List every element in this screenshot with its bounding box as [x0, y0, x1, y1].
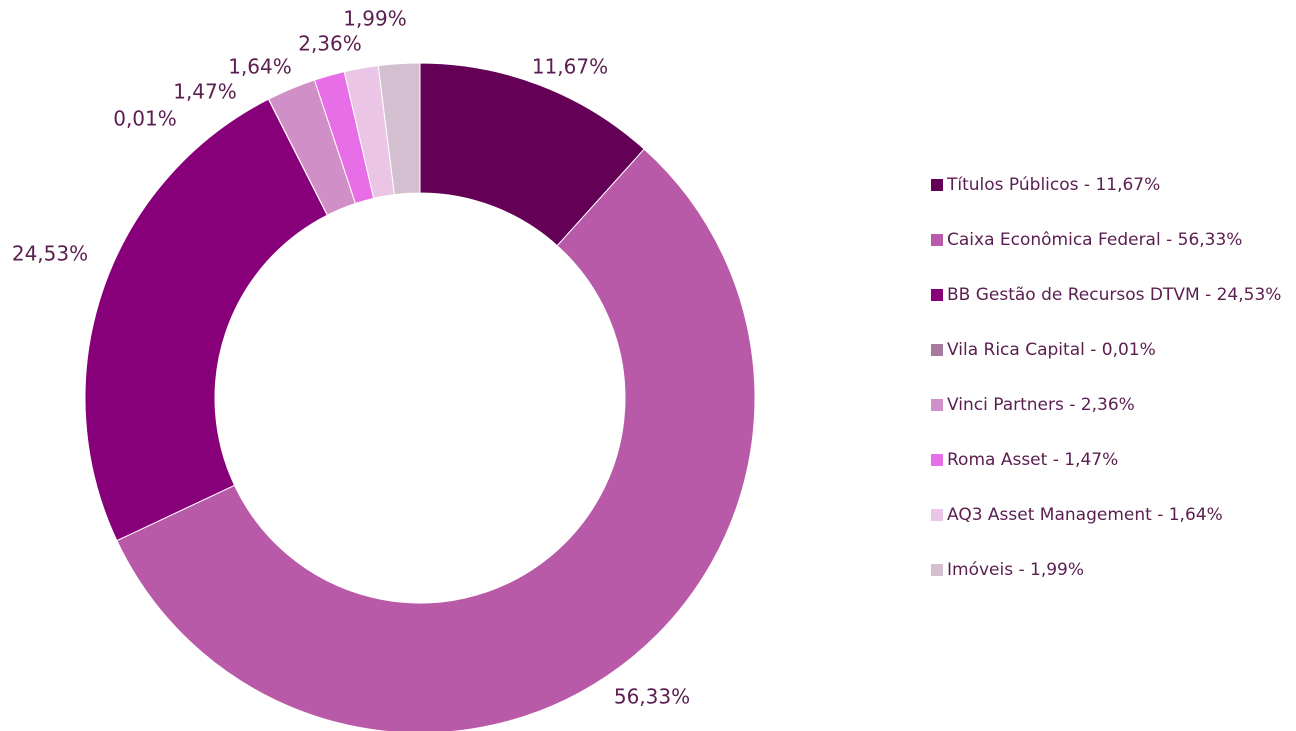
legend-swatch — [931, 179, 943, 191]
legend-label: Títulos Públicos - 11,67% — [946, 175, 1160, 195]
data-label: 1,64% — [228, 55, 292, 79]
legend-label: Imóveis - 1,99% — [947, 560, 1084, 580]
legend-label: Vila Rica Capital - 0,01% — [947, 340, 1156, 360]
legend-swatch — [931, 454, 943, 466]
data-label: 11,67% — [532, 55, 608, 79]
donut-slice — [377, 62, 421, 196]
legend-swatch — [931, 344, 943, 356]
legend-label: BB Gestão de Recursos DTVM - 24,53% — [947, 285, 1281, 305]
legend-label: AQ3 Asset Management - 1,64% — [947, 505, 1223, 525]
legend-label: Roma Asset - 1,47% — [947, 450, 1118, 470]
data-label: 0,01% — [113, 107, 177, 131]
donut-slice — [116, 148, 756, 731]
legend-swatch — [931, 564, 943, 576]
legend-swatch — [931, 289, 943, 301]
legend-label: Caixa Econômica Federal - 56,33% — [947, 230, 1242, 250]
legend-swatch — [931, 509, 943, 521]
data-label: 1,47% — [173, 80, 237, 104]
legend-label: Vinci Partners - 2,36% — [947, 395, 1135, 415]
legend-swatch — [931, 399, 943, 411]
data-label: 56,33% — [614, 685, 690, 709]
data-label: 24,53% — [12, 242, 88, 266]
legend-swatch — [931, 234, 943, 246]
data-label: 1,99% — [343, 7, 407, 31]
donut-slice — [84, 98, 328, 542]
data-label: 2,36% — [298, 32, 362, 56]
